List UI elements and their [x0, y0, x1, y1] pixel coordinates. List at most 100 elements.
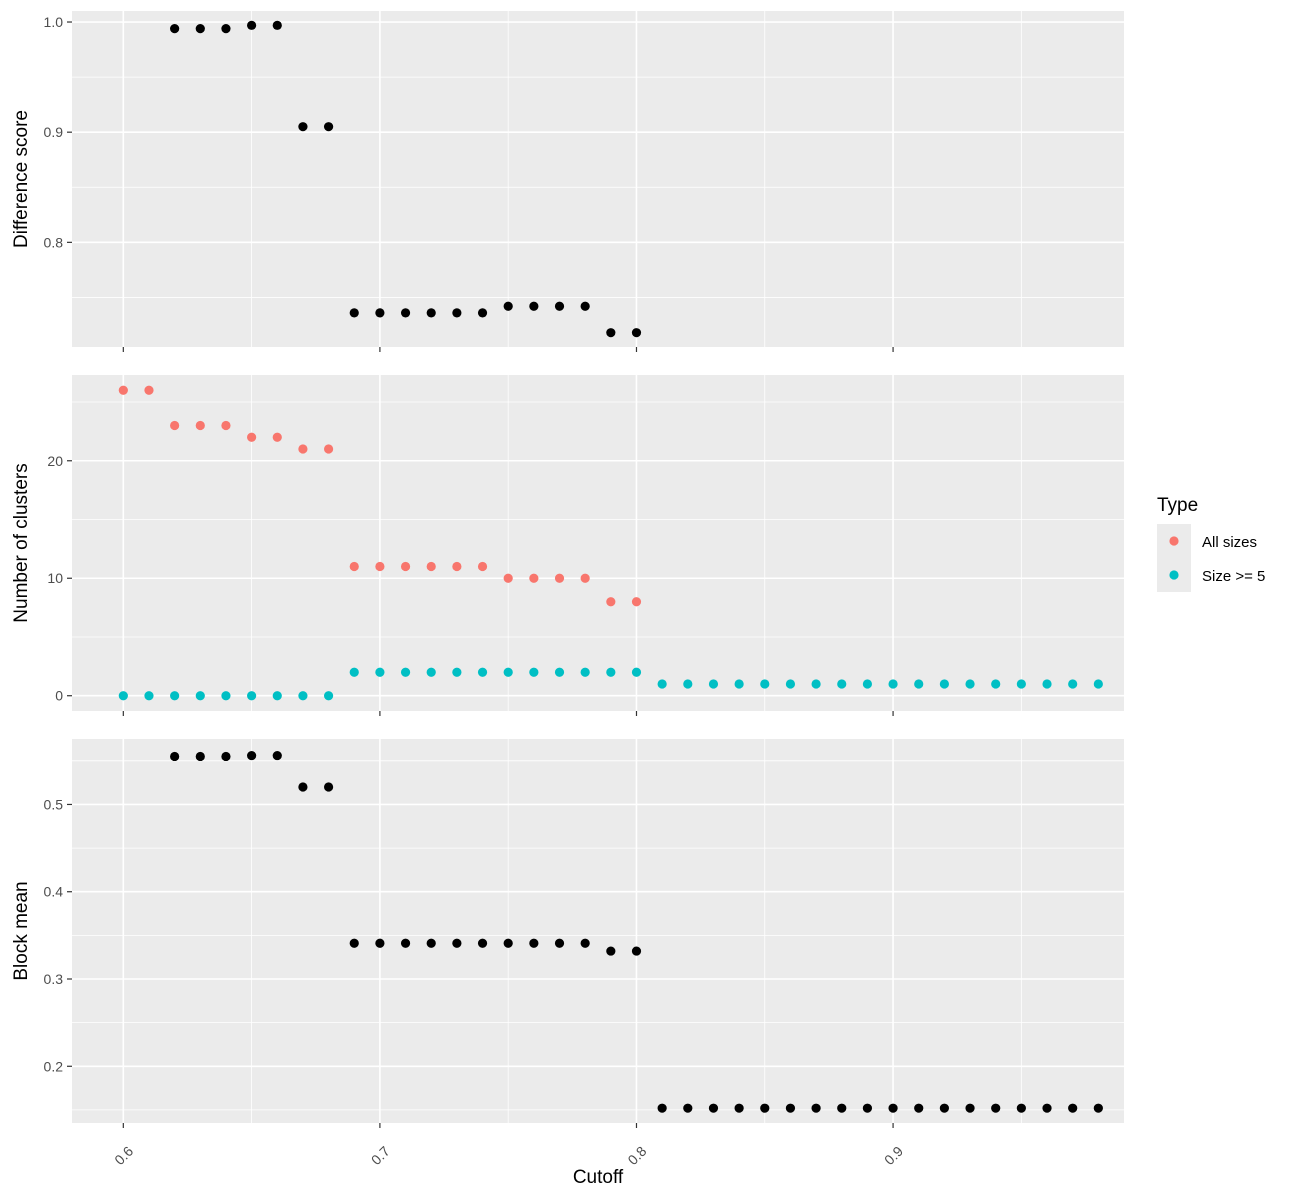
data-point — [631, 597, 642, 607]
data-point — [477, 308, 488, 318]
data-point — [426, 308, 436, 318]
data-point — [323, 122, 334, 132]
data-point — [349, 308, 359, 318]
panel-background — [72, 739, 1124, 1123]
data-point — [298, 691, 308, 701]
data-point — [837, 1103, 847, 1113]
data-point — [375, 938, 385, 948]
data-point — [580, 573, 590, 583]
data-point — [118, 691, 128, 701]
y-axis-title: Block mean — [11, 881, 32, 980]
panel-number-of-clusters: 0 10 20 Number of clusters — [11, 375, 1124, 716]
legend-title: Type — [1157, 495, 1198, 516]
data-point — [554, 573, 565, 583]
data-point — [760, 1103, 770, 1113]
data-point — [888, 679, 898, 689]
data-point — [1068, 679, 1078, 689]
data-point — [1093, 1103, 1103, 1113]
data-point — [272, 20, 282, 30]
data-point — [298, 782, 308, 792]
data-point — [452, 561, 462, 572]
x-tick-label: 0.7 — [368, 1143, 393, 1168]
x-tick-label: 0.9 — [881, 1143, 906, 1168]
data-point — [144, 691, 154, 701]
data-point — [298, 444, 308, 454]
y-tick-label: 0.8 — [44, 234, 64, 250]
legend: Type All sizes Size >= 5 — [1157, 495, 1265, 592]
legend-entries: All sizes Size >= 5 — [1157, 524, 1265, 592]
series-all-sizes — [118, 385, 642, 607]
data-point — [1016, 1103, 1026, 1113]
data-point — [247, 691, 257, 701]
series-panel-0-points — [170, 20, 642, 338]
data-point — [529, 573, 539, 583]
data-point — [683, 1103, 693, 1113]
data-point — [298, 122, 308, 132]
data-point — [118, 385, 128, 395]
data-point — [991, 1103, 1001, 1113]
legend-entry-size-5: Size >= 5 — [1157, 558, 1265, 592]
data-point — [862, 679, 873, 689]
y-tick-label: 0.5 — [44, 796, 64, 812]
y-tick-label: 20 — [47, 453, 63, 469]
data-point — [349, 938, 359, 948]
data-point — [195, 751, 205, 762]
series-size-5 — [118, 667, 1103, 701]
legend-label: Size >= 5 — [1202, 568, 1265, 585]
data-point — [939, 1103, 949, 1113]
y-tick-label: 0 — [55, 688, 63, 704]
data-point — [247, 20, 257, 30]
y-tick-label: 10 — [47, 570, 63, 586]
data-point — [195, 691, 205, 701]
data-point — [452, 938, 462, 948]
data-point — [221, 420, 231, 431]
data-point — [221, 24, 231, 34]
panel-difference-score: 0.8 0.9 1.0 Difference score — [11, 11, 1124, 352]
data-point — [247, 432, 257, 442]
data-point — [606, 328, 616, 338]
data-point — [991, 679, 1001, 689]
data-point — [247, 750, 257, 761]
data-point — [1093, 679, 1103, 689]
data-point — [400, 938, 411, 948]
data-point — [195, 420, 205, 431]
x-axis-title: Cutoff — [573, 1167, 624, 1188]
data-point — [529, 301, 539, 311]
data-point — [606, 946, 616, 956]
data-point — [272, 691, 282, 701]
data-point — [965, 1103, 975, 1113]
data-point — [862, 1103, 873, 1113]
data-point — [734, 679, 744, 689]
y-tick-label: 0.2 — [44, 1058, 64, 1074]
data-point — [580, 667, 590, 677]
data-point — [606, 667, 616, 677]
data-point — [426, 561, 436, 572]
panel-background — [72, 375, 1124, 711]
data-point — [477, 667, 488, 677]
data-point — [837, 679, 847, 689]
data-point — [349, 667, 359, 677]
data-point — [349, 561, 359, 572]
data-point — [657, 679, 667, 689]
data-point — [400, 308, 411, 318]
data-point — [400, 667, 411, 677]
x-tick-label: 0.6 — [111, 1143, 136, 1168]
data-point — [631, 946, 642, 956]
data-point — [708, 1103, 719, 1113]
x-tick-label: 0.8 — [624, 1143, 649, 1168]
data-point — [503, 667, 513, 677]
data-point — [272, 432, 282, 442]
legend-swatch — [1169, 570, 1179, 580]
y-axis-title: Difference score — [11, 110, 32, 248]
data-point — [888, 1103, 898, 1113]
data-point — [426, 667, 436, 677]
data-point — [452, 667, 462, 677]
data-point — [221, 691, 231, 701]
data-point — [631, 328, 642, 338]
data-point — [323, 782, 334, 792]
data-point — [170, 420, 180, 431]
data-point — [965, 679, 975, 689]
data-point — [426, 938, 436, 948]
data-point — [708, 679, 719, 689]
data-point — [657, 1103, 667, 1113]
